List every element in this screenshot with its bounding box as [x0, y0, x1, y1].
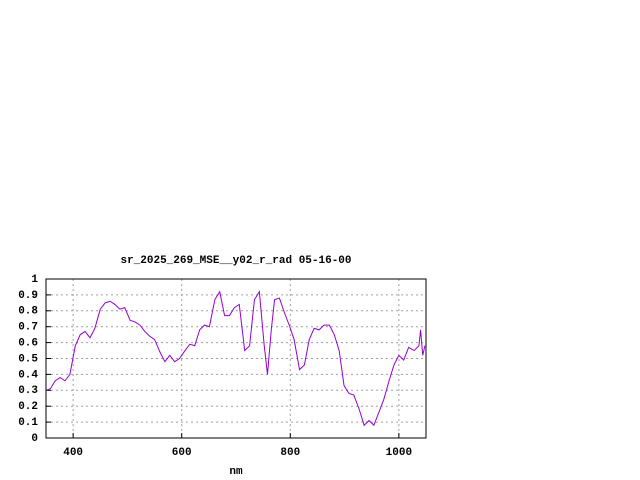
x-tick-label: 800 [280, 447, 300, 459]
y-tick-label: 0.2 [18, 401, 38, 413]
y-tick-label: 0.1 [18, 417, 38, 429]
y-tick-label: 0.5 [18, 353, 38, 365]
x-axis-label: nm [229, 466, 243, 478]
y-tick-label: 0.7 [18, 322, 38, 334]
chart-title: sr_2025_269_MSE__y02_r_rad 05-16-00 [120, 255, 351, 267]
x-tick-label: 600 [172, 447, 192, 459]
y-tick-label: 0 [31, 433, 38, 445]
x-tick-label: 400 [63, 447, 83, 459]
y-tick-label: 1 [31, 274, 38, 286]
y-tick-label: 0.9 [18, 290, 38, 302]
data-line [45, 290, 426, 427]
y-tick-label: 0.4 [18, 369, 38, 381]
y-tick-label: 0.3 [18, 385, 38, 397]
y-tick-label: 0.8 [18, 306, 38, 318]
x-tick-label: 1000 [386, 447, 412, 459]
plot-frame [45, 278, 427, 439]
y-tick-label: 0.6 [18, 338, 38, 350]
